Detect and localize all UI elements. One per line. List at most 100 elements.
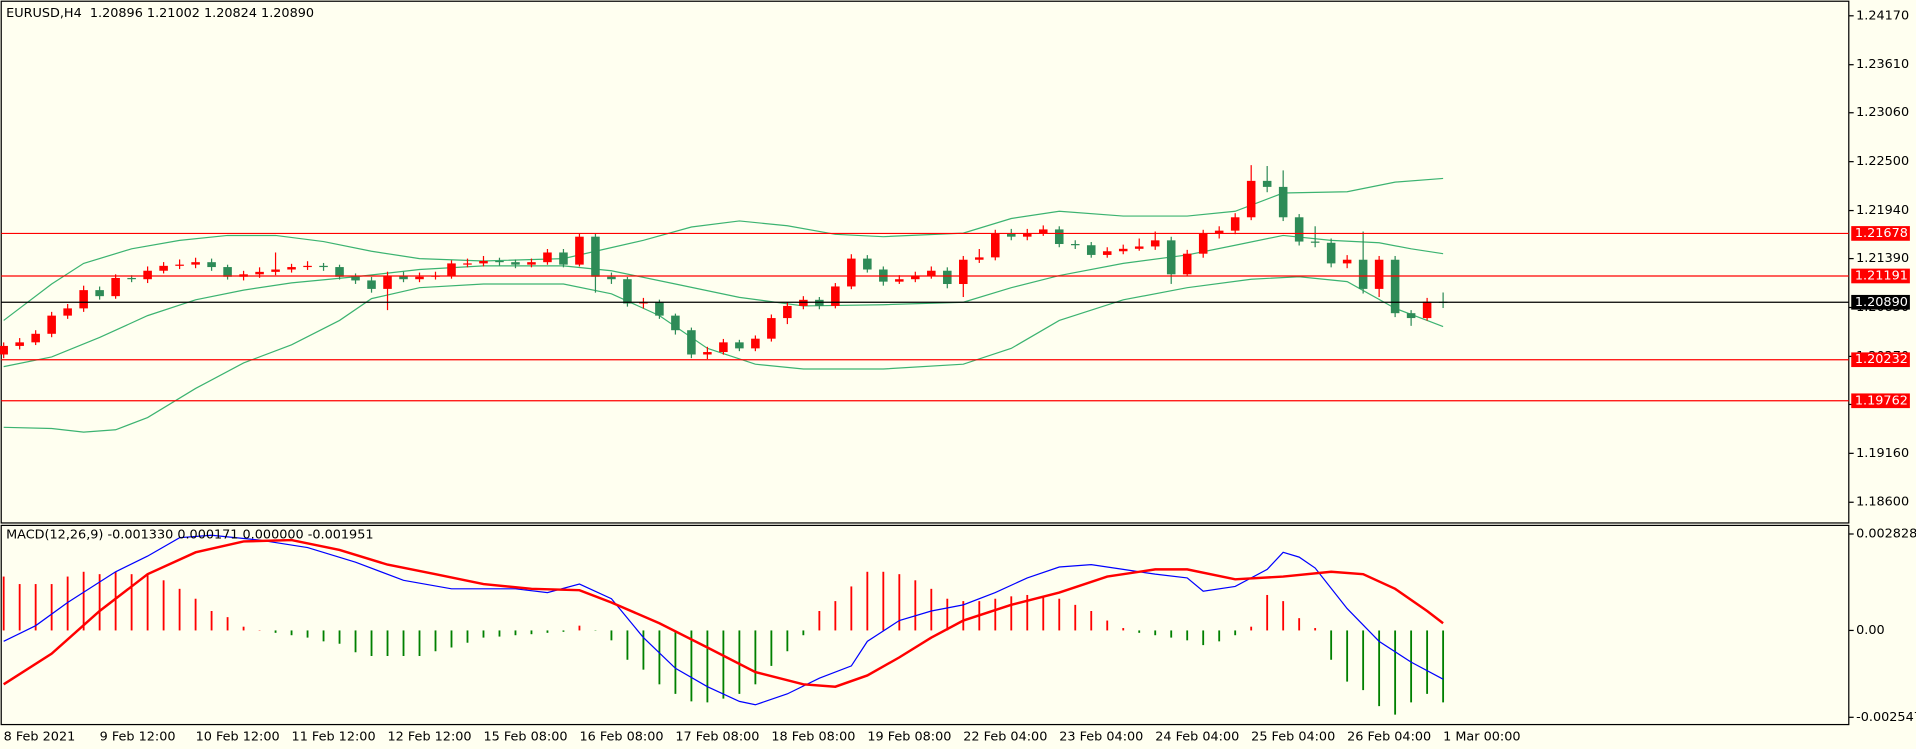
y-tick-label: 1.21940	[1856, 203, 1909, 218]
level-label: 1.19762	[1855, 393, 1908, 408]
candle-body	[719, 342, 728, 353]
x-tick-label: 26 Feb 04:00	[1347, 729, 1431, 744]
candle-body	[415, 276, 424, 280]
candle-body	[63, 308, 72, 316]
candle-body	[207, 262, 216, 268]
level-label-box	[1851, 226, 1910, 241]
candle-body	[1006, 233, 1016, 237]
indicator-line	[3, 276, 1444, 433]
indicator-line	[3, 177, 1444, 321]
candle-body	[271, 269, 280, 272]
candle-body	[367, 280, 376, 289]
candle-body	[1198, 233, 1208, 254]
x-tick-label: 12 Feb 12:00	[388, 729, 472, 744]
candle-body	[1134, 246, 1144, 249]
candle-body	[1422, 301, 1432, 319]
y-tick-label: 1.21390	[1856, 251, 1909, 266]
candle-body	[687, 330, 696, 355]
x-tick-label: 25 Feb 04:00	[1251, 729, 1335, 744]
candle-body	[1294, 217, 1304, 242]
y-tick-label: 1.19160	[1856, 446, 1909, 461]
candle-body	[1230, 217, 1240, 231]
candle-body	[335, 267, 344, 277]
candle-body	[1086, 245, 1096, 255]
candle-body	[31, 333, 40, 343]
y-tick-label: 1.22500	[1856, 154, 1909, 169]
candle-body	[1406, 313, 1416, 319]
candle-body	[1342, 259, 1352, 264]
candle-body	[303, 265, 312, 268]
y-tick-label: 1.18600	[1856, 495, 1909, 510]
candle-body	[671, 315, 680, 331]
candle-body	[703, 352, 712, 355]
candle-body	[1374, 259, 1384, 289]
candle-body	[511, 262, 520, 265]
candle-body	[527, 262, 536, 265]
y-tick-label: 1.24170	[1856, 8, 1909, 23]
candle-body	[639, 302, 648, 304]
candle-body	[463, 263, 472, 265]
candle-body	[1118, 248, 1128, 252]
candle-body	[1358, 259, 1368, 289]
candle-body	[495, 260, 504, 263]
candle-body	[1262, 180, 1272, 187]
x-tick-label: 22 Feb 04:00	[963, 729, 1047, 744]
candle-body	[1054, 229, 1064, 245]
y-tick-label: 0.00	[1856, 623, 1885, 638]
indicator-line	[3, 234, 1444, 368]
candle-body	[351, 276, 360, 281]
x-tick-label: 10 Feb 12:00	[196, 729, 280, 744]
candle-body	[479, 260, 488, 264]
x-tick-label: 16 Feb 08:00	[579, 729, 663, 744]
x-tick-label: 17 Feb 08:00	[675, 729, 759, 744]
candle-body	[751, 338, 760, 349]
candle-body	[1166, 240, 1176, 275]
macd-header: MACD(12,26,9) -0.001330 0.000171 0.00000…	[6, 528, 373, 543]
candle-body	[127, 277, 136, 280]
candle-body	[1326, 242, 1336, 264]
candle-body	[735, 342, 744, 349]
candle-body	[959, 259, 968, 285]
level-label-box	[1851, 393, 1910, 409]
y-tick-label: 0.002828	[1856, 526, 1916, 541]
candle-body	[1102, 251, 1112, 255]
candle-body	[655, 302, 664, 316]
candle-body	[783, 305, 792, 319]
candle-body	[47, 315, 56, 334]
candle-body	[287, 267, 296, 270]
candle-body	[223, 267, 232, 277]
candle-body	[623, 279, 632, 304]
candle-body	[895, 279, 904, 282]
level-label: 1.20232	[1855, 352, 1908, 367]
candle-body	[911, 275, 920, 280]
indicator-line	[3, 534, 1444, 706]
candle-body	[607, 276, 616, 280]
candle-body	[559, 252, 568, 265]
level-label: 1.21678	[1855, 226, 1908, 241]
candle-body	[399, 275, 408, 280]
candle-body	[319, 265, 328, 268]
candle-body	[1070, 244, 1080, 246]
x-tick-label: 1 Mar 00:00	[1443, 729, 1520, 744]
candle-body	[1182, 253, 1192, 275]
x-tick-label: 18 Feb 08:00	[771, 729, 855, 744]
candle-body	[255, 271, 264, 275]
indicator-line	[3, 538, 1444, 688]
price-pane	[0, 0, 1850, 524]
x-tick-label: 19 Feb 08:00	[867, 729, 951, 744]
candle-body	[543, 252, 552, 263]
candle-body	[863, 258, 872, 270]
candle-body	[927, 270, 936, 276]
x-tick-label: 15 Feb 08:00	[483, 729, 567, 744]
candle-body	[175, 264, 184, 266]
candle-body	[815, 299, 824, 306]
candle-body	[447, 263, 456, 276]
candle-body	[1310, 241, 1320, 243]
candle-body	[767, 318, 776, 339]
candle-body	[943, 270, 952, 285]
y-tick-label: -0.002547	[1856, 710, 1916, 725]
level-label: 1.21191	[1855, 268, 1908, 283]
x-tick-label: 8 Feb 2021	[4, 729, 76, 744]
